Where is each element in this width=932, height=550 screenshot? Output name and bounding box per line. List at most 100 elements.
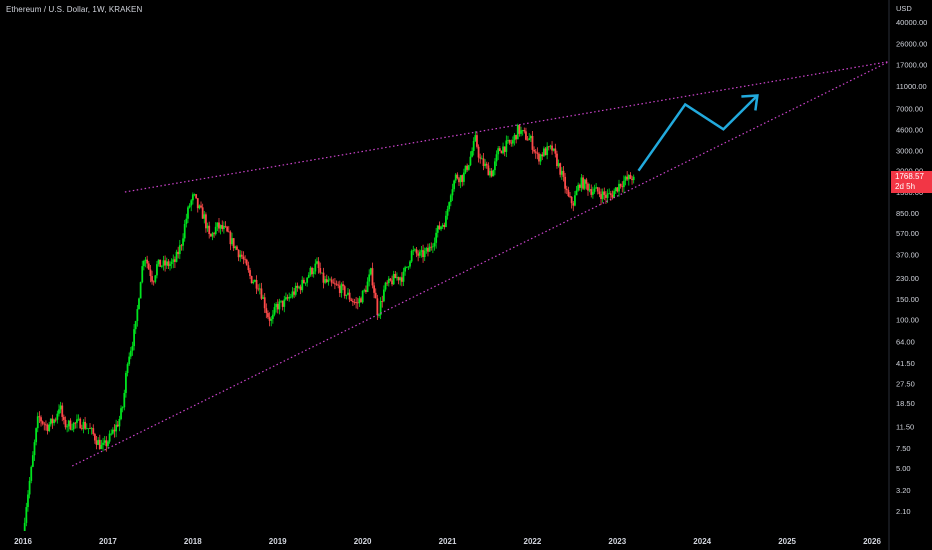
candle-body	[164, 260, 167, 266]
price-tick-label: 11.50	[896, 423, 914, 432]
candle-body	[255, 279, 258, 289]
candle-body	[180, 245, 183, 247]
price-tick-label: 11000.00	[896, 82, 927, 91]
candle-body	[232, 238, 235, 249]
candle-body	[82, 421, 85, 430]
candle-body	[338, 285, 341, 294]
lower-trendline[interactable]	[71, 61, 890, 467]
candle-body	[254, 279, 256, 282]
candle-body	[351, 300, 354, 303]
candle-body	[191, 194, 194, 201]
candle-body	[445, 215, 447, 227]
candle-body	[580, 177, 583, 188]
candle-body	[384, 282, 387, 290]
candle-body	[523, 130, 526, 132]
candle-body	[94, 434, 96, 441]
candle-body	[593, 188, 596, 192]
candle-body	[296, 285, 299, 288]
candle-body	[358, 298, 361, 304]
candle-body	[546, 146, 549, 156]
candle-body	[600, 194, 602, 200]
candle-body	[77, 418, 80, 420]
candle-body	[172, 259, 175, 262]
candle-body	[74, 422, 77, 424]
candle-body	[80, 428, 83, 430]
candle-body	[141, 266, 144, 283]
candle-body	[453, 180, 455, 190]
time-tick-label: 2025	[778, 537, 796, 546]
candle-body	[61, 405, 64, 417]
price-axis[interactable]: 40000.00 26000.00 17000.00 11000.00 7000.00 4…	[896, 18, 927, 516]
candle-body	[621, 186, 624, 188]
candle-body	[446, 209, 449, 216]
candle-body	[281, 300, 284, 307]
candle-body	[187, 207, 189, 219]
candle-body	[214, 226, 217, 235]
candle-body	[382, 289, 385, 302]
price-tick-label: 5.00	[896, 464, 911, 473]
price-tick-label: 3.20	[896, 486, 911, 495]
candle-body	[389, 278, 392, 281]
candle-body	[177, 251, 180, 255]
candle-body	[631, 178, 633, 181]
candle-body	[193, 194, 196, 195]
time-axis[interactable]: 2016 2017 2018 2019 2020 2021 2022 2023 2024 2025…	[14, 537, 881, 546]
candle-body	[400, 277, 403, 282]
price-tick-label: 7000.00	[896, 104, 923, 113]
candle-body	[123, 392, 126, 408]
candle-body	[307, 274, 310, 278]
candle-body	[183, 223, 186, 239]
candle-body	[249, 270, 251, 277]
candle-body	[275, 303, 278, 308]
candle-body	[479, 157, 482, 159]
candle-body	[56, 413, 59, 420]
candle-body	[144, 259, 147, 261]
projection-arrow[interactable]	[637, 94, 759, 172]
candle-body	[174, 259, 176, 262]
candle-body	[48, 424, 51, 432]
candle-body	[511, 140, 514, 144]
candle-body	[35, 428, 38, 443]
candle-body	[410, 250, 413, 262]
candle-body	[111, 429, 114, 434]
candle-body	[516, 124, 519, 140]
candle-body	[324, 279, 327, 283]
candle-body	[441, 224, 444, 227]
candle-body	[213, 233, 215, 235]
time-tick-label: 2024	[693, 537, 711, 546]
candle-body	[492, 170, 495, 177]
candle-body	[322, 272, 325, 283]
candle-body	[462, 172, 465, 182]
candle-body	[293, 291, 295, 295]
candle-body	[606, 193, 609, 198]
candle-body	[534, 151, 537, 153]
upper-trendline[interactable]	[124, 61, 890, 193]
candle-body	[366, 281, 369, 293]
candle-body	[190, 200, 193, 206]
candle-body	[409, 261, 411, 267]
candle-body	[198, 205, 201, 209]
symbol-title[interactable]: Ethereum / U.S. Dollar, 1W, KRAKEN	[6, 5, 143, 14]
candle-body	[203, 214, 206, 219]
candle-body	[110, 433, 113, 435]
candle-body	[43, 423, 46, 425]
candle-body	[448, 202, 451, 210]
candle-body	[79, 418, 82, 429]
candle-body	[71, 429, 73, 431]
candle-body	[239, 254, 242, 258]
candle-body	[430, 246, 433, 248]
candle-body	[578, 184, 581, 188]
candle-body	[319, 268, 322, 273]
candle-body	[247, 265, 250, 271]
time-tick-label: 2019	[269, 537, 287, 546]
candle-body	[407, 266, 410, 268]
candle-body	[84, 421, 87, 429]
candle-body	[490, 170, 493, 177]
candle-body	[128, 356, 131, 365]
candle-body	[498, 148, 501, 152]
candle-body	[456, 174, 459, 179]
candle-body	[291, 291, 294, 297]
candle-body	[320, 272, 323, 274]
